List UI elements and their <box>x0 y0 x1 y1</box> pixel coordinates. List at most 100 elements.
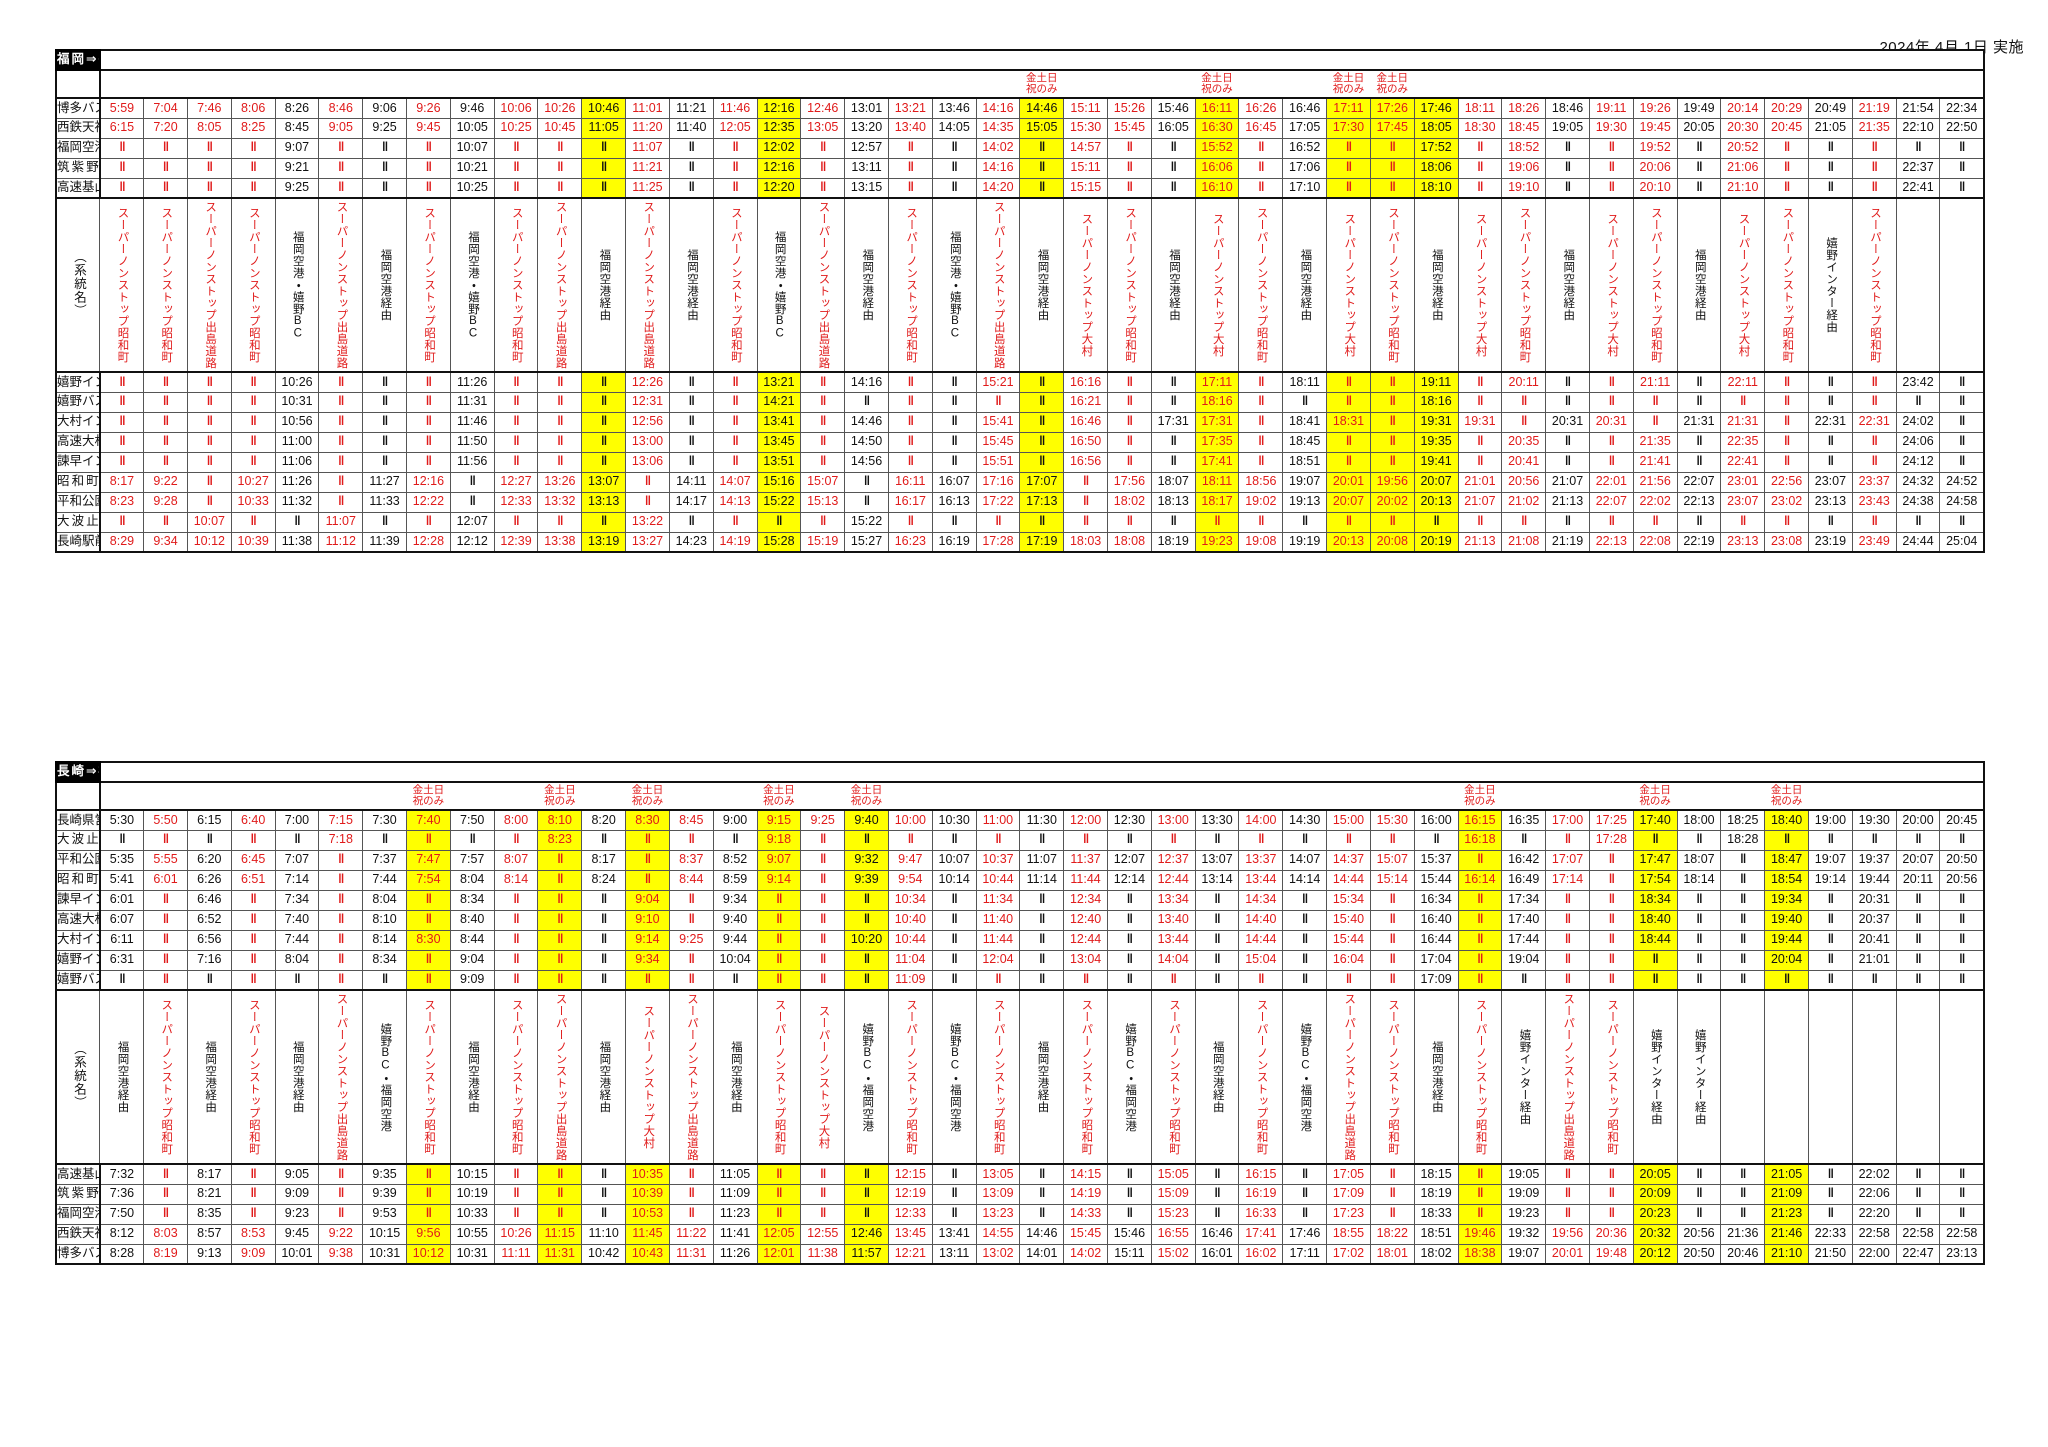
note-row-label <box>56 782 100 811</box>
time-cell: 15:23 <box>1150 1203 1196 1225</box>
time-cell: 12:16 <box>756 97 802 119</box>
time-cell: 6:26 <box>186 869 232 891</box>
time-cell: 13:34 <box>1150 889 1196 911</box>
time-cell: 18:14 <box>1676 869 1722 891</box>
time-cell: 13:21 <box>887 97 933 119</box>
time-cell: 15:11 <box>1063 157 1108 179</box>
route-name-cell: 嬉野BC・福岡空港 <box>1107 989 1152 1165</box>
time-cell: ‖ <box>537 889 583 911</box>
time-cell: ‖ <box>1457 511 1503 533</box>
time-cell: ‖ <box>800 177 846 199</box>
time-cell: ‖ <box>1851 451 1897 473</box>
time-cell: 15:46 <box>1150 97 1196 119</box>
time-cell: ‖ <box>975 391 1021 413</box>
service-note-empty <box>1852 70 1897 99</box>
time-cell: ‖ <box>931 889 977 911</box>
time-cell: ‖ <box>668 137 714 159</box>
service-note-empty <box>1633 70 1678 99</box>
time-cell: ‖ <box>1238 177 1284 199</box>
time-cell: 14:07 <box>712 471 758 493</box>
route-name-cell <box>1939 989 1985 1165</box>
time-cell: 21:41 <box>1632 451 1678 473</box>
time-cell: 16:55 <box>1150 1223 1196 1245</box>
time-cell: 21:01 <box>1457 471 1503 493</box>
time-cell: 10:27 <box>230 471 276 493</box>
time-cell: ‖ <box>1720 929 1766 951</box>
time-cell: 8:19 <box>143 1243 188 1265</box>
time-cell: 8:24 <box>581 869 627 891</box>
time-cell: 22:07 <box>1676 471 1722 493</box>
table-row: 高速大村木場6:07‖6:52‖7:40‖8:10‖8:40‖‖‖9:10‖9:… <box>55 909 1985 931</box>
time-cell: 13:06 <box>625 451 670 473</box>
time-cell: 9:40 <box>844 809 889 831</box>
route-name-cell: 福岡空港経由 <box>1150 197 1196 373</box>
time-cell: 9:15 <box>756 809 802 831</box>
time-cell: 12:46 <box>800 97 846 119</box>
route-name-cell: 福岡空港経由 <box>1019 989 1065 1165</box>
time-cell: 17:07 <box>1545 849 1590 871</box>
time-cell: ‖ <box>1851 391 1897 413</box>
time-cell: 14:23 <box>668 531 714 553</box>
service-note-empty <box>1896 782 1940 811</box>
time-cell: 20:12 <box>1632 1243 1678 1265</box>
time-cell: 11:05 <box>581 117 627 139</box>
time-cell: 18:44 <box>1632 929 1678 951</box>
time-cell: 19:10 <box>1501 177 1547 199</box>
time-cell: 17:16 <box>975 471 1021 493</box>
route-name-cell: 福岡空港経由 <box>1413 989 1459 1165</box>
time-cell: ‖ <box>1676 371 1722 393</box>
time-cell: ‖ <box>1369 909 1415 931</box>
time-cell: 7:18 <box>318 829 364 851</box>
time-cell: 18:05 <box>1413 117 1459 139</box>
time-cell: 17:30 <box>1326 117 1371 139</box>
table-row: 平和公園8:239:28‖10:3311:32‖11:3312:22‖12:33… <box>55 491 1985 513</box>
time-cell: 13:44 <box>1238 869 1284 891</box>
time-cell: ‖ <box>800 137 846 159</box>
time-cell: ‖ <box>537 411 583 433</box>
time-cell: 11:09 <box>712 1183 758 1205</box>
time-cell: ‖ <box>406 909 451 931</box>
time-cell: 9:18 <box>756 829 802 851</box>
time-cell: 11:14 <box>1019 869 1065 891</box>
time-cell: ‖ <box>230 889 276 911</box>
time-cell: 14:33 <box>1063 1203 1108 1225</box>
time-cell: 12:14 <box>1107 869 1152 891</box>
time-cell: ‖ <box>230 909 276 931</box>
time-cell: 9:09 <box>449 969 495 991</box>
time-cell: 13:14 <box>1194 869 1240 891</box>
time-cell: ‖ <box>1808 371 1853 393</box>
service-note-empty <box>625 70 670 99</box>
table-row: 福岡空港国際線ターミナル‖‖‖‖9:07‖‖‖10:07‖‖‖11:07‖‖12… <box>55 137 1985 159</box>
time-cell: ‖ <box>362 157 407 179</box>
time-cell: ‖ <box>1107 177 1152 199</box>
time-cell: 18:40 <box>1764 809 1809 831</box>
time-cell: 7:57 <box>449 849 495 871</box>
time-cell: 14:50 <box>844 431 889 453</box>
time-cell: 19:00 <box>1808 809 1853 831</box>
time-cell: 17:10 <box>1282 177 1328 199</box>
time-cell: ‖ <box>186 491 232 513</box>
route-name-cell <box>1851 989 1897 1165</box>
table-row: 昭和町 8:17 9:22 ‖ 10:27 11:26 ‖ 11:27 12:16 ‖ 12:27 1… <box>55 471 1985 493</box>
title-spacer <box>99 49 1986 71</box>
time-cell: 15:41 <box>975 411 1021 433</box>
time-cell: ‖ <box>1588 849 1634 871</box>
table-row: 嬉野インター6:31‖7:16‖8:04‖8:34‖9:04‖‖‖9:34‖10… <box>55 949 1985 971</box>
time-cell: ‖ <box>1676 909 1722 931</box>
route-name-cell: スーパーノンストップ昭和町 <box>975 989 1021 1165</box>
time-cell: 22:37 <box>1895 157 1941 179</box>
time-cell: 21:07 <box>1545 471 1590 493</box>
time-cell: ‖ <box>1501 391 1547 413</box>
time-cell: 19:02 <box>1238 491 1284 513</box>
time-cell: 7:34 <box>274 889 320 911</box>
time-cell: ‖ <box>230 949 276 971</box>
time-cell: 18:22 <box>1369 1223 1415 1245</box>
time-cell: 12:15 <box>887 1163 933 1185</box>
route-name-cell: スーパーノンストップ出島道路 <box>1326 989 1371 1165</box>
time-cell: ‖ <box>1282 391 1328 413</box>
time-cell: 10:39 <box>625 1183 670 1205</box>
time-cell: 8:44 <box>449 929 495 951</box>
time-cell: 19:08 <box>1238 531 1284 553</box>
time-cell: 18:51 <box>1282 451 1328 473</box>
route-name-cell: スーパーノンストップ昭和町 <box>1851 197 1897 373</box>
